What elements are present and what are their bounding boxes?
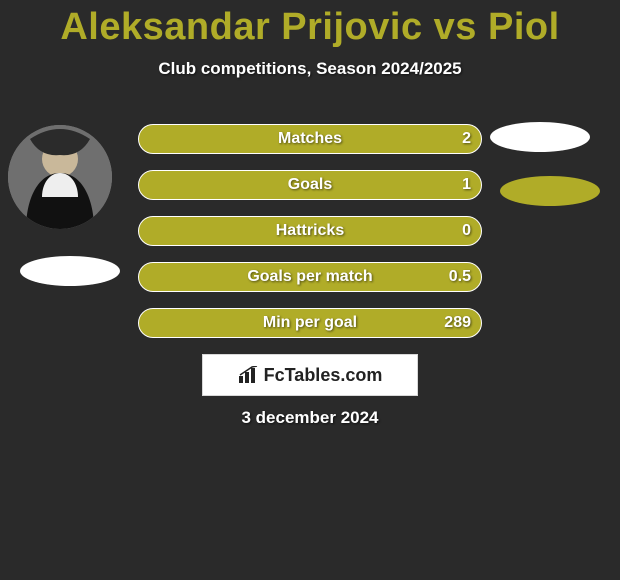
chart-icon — [238, 366, 260, 384]
stat-bar: Goals per match 0.5 — [138, 262, 482, 292]
stat-bar-label: Goals per match — [247, 268, 372, 286]
brand-logo-text: FcTables.com — [264, 365, 383, 386]
flag-left — [20, 256, 120, 286]
stat-bar: Min per goal 289 — [138, 308, 482, 338]
stat-bar: Goals 1 — [138, 170, 482, 200]
stat-bar-value: 0 — [462, 222, 471, 240]
flag-right-2 — [500, 176, 600, 206]
avatar-placeholder-icon — [8, 125, 112, 229]
stat-bar-value: 2 — [462, 130, 471, 148]
player-photo-left — [8, 125, 112, 229]
page-title: Aleksandar Prijovic vs Piol — [0, 0, 620, 49]
subtitle: Club competitions, Season 2024/2025 — [0, 59, 620, 79]
stat-bar-value: 289 — [444, 314, 471, 332]
flag-right-1 — [490, 122, 590, 152]
stat-bars: Matches 2 Goals 1 Hattricks 0 Goals per match 0… — [138, 124, 482, 354]
brand-logo: FcTables.com — [202, 354, 418, 396]
date-text: 3 december 2024 — [0, 408, 620, 428]
stat-bar-label: Matches — [278, 130, 342, 148]
stat-bar: Matches 2 — [138, 124, 482, 154]
stat-bar-label: Goals — [288, 176, 332, 194]
stat-bar-label: Hattricks — [276, 222, 344, 240]
stat-bar-value: 0.5 — [449, 268, 471, 286]
stat-bar-value: 1 — [462, 176, 471, 194]
stat-bar-label: Min per goal — [263, 314, 357, 332]
stat-bar: Hattricks 0 — [138, 216, 482, 246]
